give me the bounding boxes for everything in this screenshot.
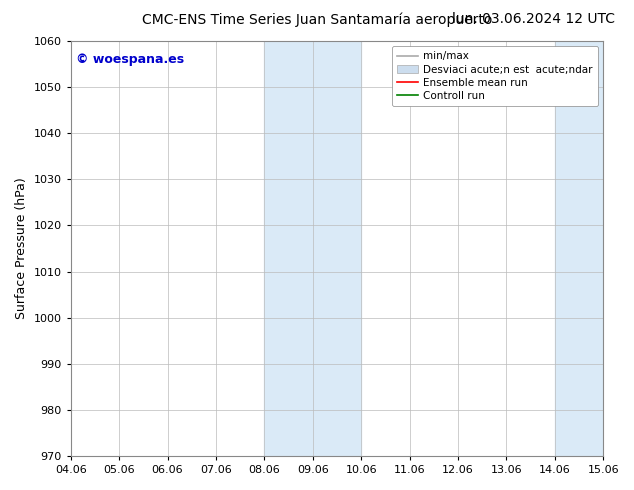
Bar: [555, 41, 634, 456]
Text: CMC-ENS Time Series Juan Santamaría aeropuerto: CMC-ENS Time Series Juan Santamaría aero…: [142, 12, 492, 27]
Bar: [264, 41, 361, 456]
Text: © woespana.es: © woespana.es: [76, 53, 184, 67]
Y-axis label: Surface Pressure (hPa): Surface Pressure (hPa): [15, 178, 28, 319]
Legend: min/max, Desviaci acute;n est  acute;ndar, Ensemble mean run, Controll run: min/max, Desviaci acute;n est acute;ndar…: [392, 46, 598, 106]
Text: lun. 03.06.2024 12 UTC: lun. 03.06.2024 12 UTC: [452, 12, 615, 26]
